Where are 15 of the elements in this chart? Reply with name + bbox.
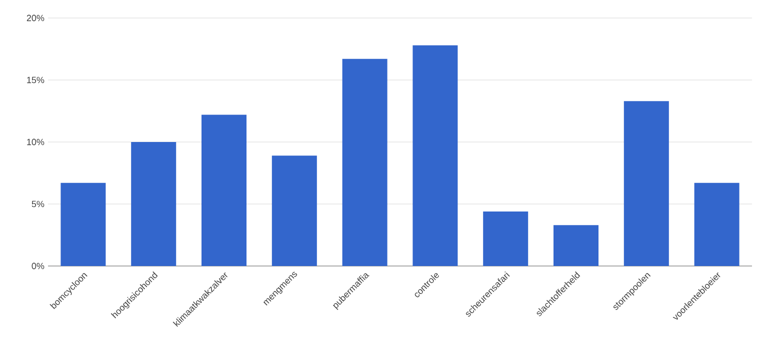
y-tick-label: 10% [27,138,44,146]
bar [412,45,458,266]
bar [694,182,740,266]
y-tick-label: 15% [27,76,44,84]
bar [202,114,247,266]
bar [272,156,317,266]
y-tick-label: 0% [32,262,44,270]
y-tick-label: 5% [32,200,44,208]
bar [624,101,669,266]
bar [60,182,106,266]
bar [554,225,598,266]
y-tick-label: 20% [26,14,44,22]
bar [131,142,176,266]
bar [483,211,528,266]
bar [342,58,388,266]
